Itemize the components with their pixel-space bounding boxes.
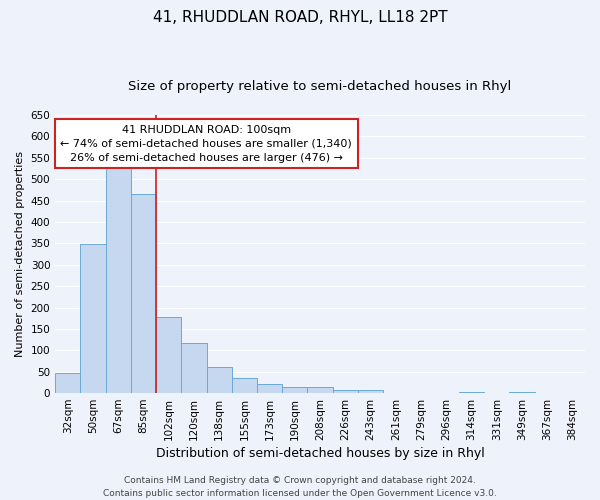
Text: 41, RHUDDLAN ROAD, RHYL, LL18 2PT: 41, RHUDDLAN ROAD, RHYL, LL18 2PT xyxy=(152,10,448,25)
Bar xyxy=(80,244,106,393)
Bar xyxy=(332,390,358,393)
Bar xyxy=(55,373,80,393)
Text: 41 RHUDDLAN ROAD: 100sqm
← 74% of semi-detached houses are smaller (1,340)
26% o: 41 RHUDDLAN ROAD: 100sqm ← 74% of semi-d… xyxy=(60,124,352,162)
Bar xyxy=(156,317,181,393)
Bar xyxy=(131,194,156,393)
Bar xyxy=(106,164,131,393)
Title: Size of property relative to semi-detached houses in Rhyl: Size of property relative to semi-detach… xyxy=(128,80,512,93)
X-axis label: Distribution of semi-detached houses by size in Rhyl: Distribution of semi-detached houses by … xyxy=(156,447,484,460)
Bar xyxy=(232,378,257,393)
Text: Contains HM Land Registry data © Crown copyright and database right 2024.
Contai: Contains HM Land Registry data © Crown c… xyxy=(103,476,497,498)
Bar xyxy=(459,392,484,393)
Bar xyxy=(257,384,282,393)
Bar xyxy=(358,390,383,393)
Bar xyxy=(509,392,535,393)
Bar xyxy=(206,366,232,393)
Bar xyxy=(181,342,206,393)
Bar xyxy=(307,386,332,393)
Y-axis label: Number of semi-detached properties: Number of semi-detached properties xyxy=(15,151,25,357)
Bar xyxy=(282,386,307,393)
